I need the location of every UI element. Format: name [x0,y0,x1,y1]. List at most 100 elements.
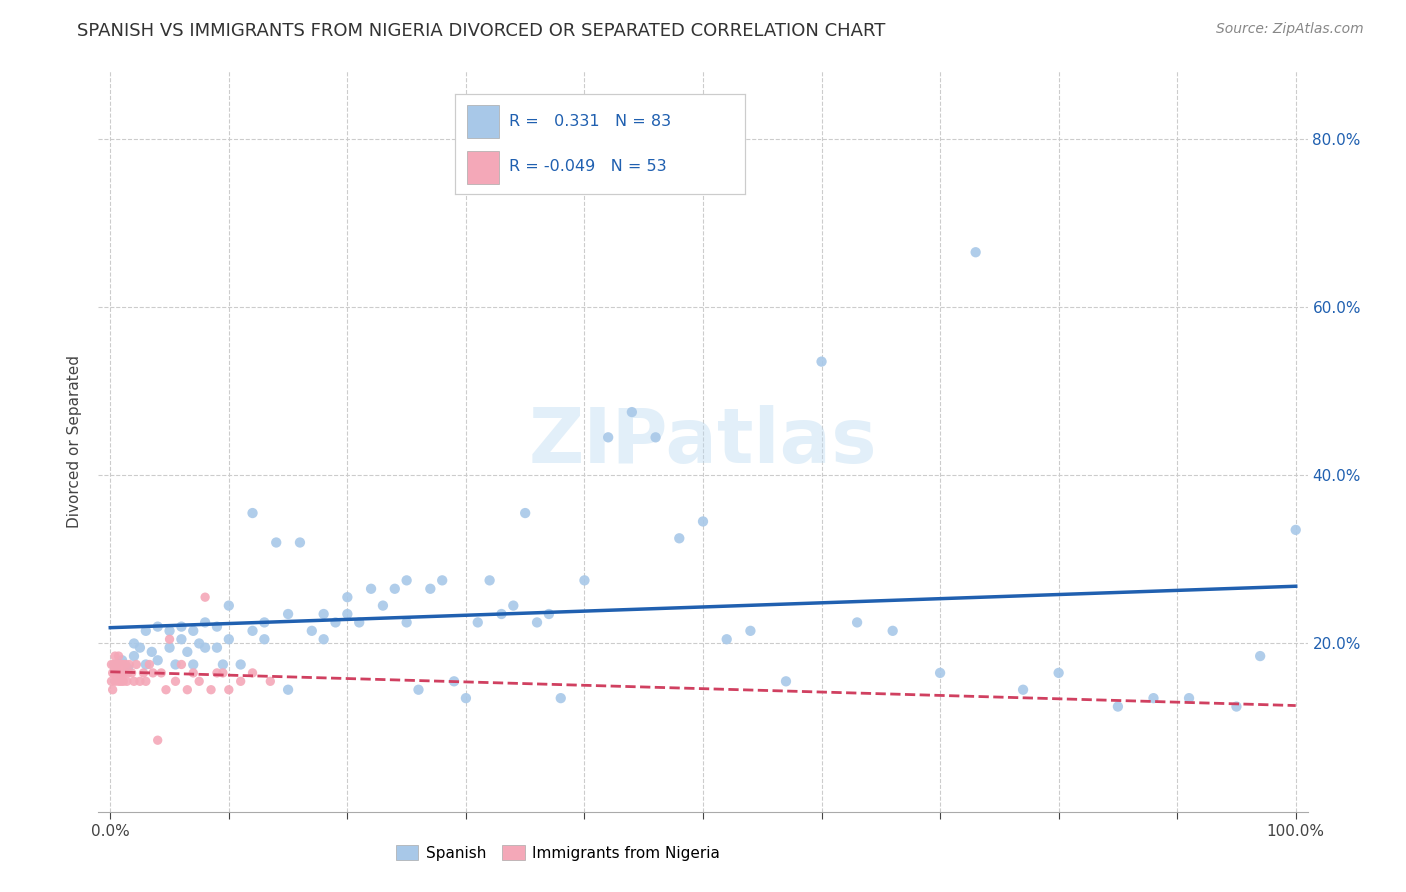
Point [371,599,394,613]
Point [1142,691,1164,706]
Point [336,590,359,604]
Point [212,657,235,672]
Point [301,624,323,638]
Point [155,682,177,697]
Point [101,682,124,697]
Point [110,674,132,689]
Point [105,657,128,672]
Point [312,607,335,621]
Point [1107,699,1129,714]
Point [146,733,169,747]
Point [115,674,138,689]
Point [264,535,287,549]
Point [111,653,134,667]
Point [1285,523,1308,537]
Point [188,636,211,650]
Point [242,665,264,680]
Point [443,674,465,689]
Point [205,640,228,655]
Point [1012,682,1035,697]
Point [105,657,128,672]
Point [467,615,489,630]
Point [132,665,155,680]
Point [253,615,276,630]
Point [122,649,145,664]
Point [882,624,904,638]
Point [454,691,477,706]
Point [135,624,157,638]
Point [125,657,148,672]
Y-axis label: Divorced or Separated: Divorced or Separated [67,355,83,528]
Point [194,640,217,655]
Point [515,506,537,520]
Point [138,657,160,672]
Text: Source: ZipAtlas.com: Source: ZipAtlas.com [1216,22,1364,37]
Point [107,674,129,689]
Point [110,657,132,672]
Point [118,657,141,672]
Point [360,582,382,596]
Point [1047,665,1070,680]
Point [159,640,181,655]
Point [846,615,869,630]
Point [100,674,122,689]
Point [502,599,524,613]
Point [114,665,136,680]
Point [105,665,128,680]
Legend: Spanish, Immigrants from Nigeria: Spanish, Immigrants from Nigeria [389,839,727,867]
Point [108,657,131,672]
Point [347,615,370,630]
Point [229,674,252,689]
Point [408,682,430,697]
Point [218,632,240,647]
Point [170,657,193,672]
Point [105,657,128,672]
Point [142,665,165,680]
Point [107,649,129,664]
Point [478,574,501,588]
Point [491,607,513,621]
Point [574,574,596,588]
Text: ZIPatlas: ZIPatlas [529,405,877,478]
Point [114,657,136,672]
Point [122,674,145,689]
Point [176,645,198,659]
Point [277,607,299,621]
Point [432,574,454,588]
Point [810,354,832,368]
Point [692,515,714,529]
Point [100,657,122,672]
Point [419,582,441,596]
Point [537,607,560,621]
Point [550,691,572,706]
Point [253,632,276,647]
Point [1225,699,1247,714]
Point [146,619,169,633]
Point [929,665,952,680]
Point [288,535,311,549]
Point [620,405,643,419]
Point [259,674,281,689]
Point [384,582,406,596]
Point [165,674,187,689]
Point [103,665,125,680]
Text: SPANISH VS IMMIGRANTS FROM NIGERIA DIVORCED OR SEPARATED CORRELATION CHART: SPANISH VS IMMIGRANTS FROM NIGERIA DIVOR… [77,22,886,40]
Point [129,640,152,655]
Point [181,624,204,638]
Point [325,615,347,630]
Point [740,624,762,638]
Point [101,665,124,680]
Point [229,657,252,672]
Point [117,662,139,676]
Point [112,674,135,689]
Point [188,674,211,689]
Point [212,665,235,680]
Point [135,657,157,672]
Point [146,653,169,667]
Point [141,645,163,659]
Point [775,674,797,689]
Point [644,430,666,444]
Point [165,657,187,672]
Point [135,674,157,689]
Point [181,665,204,680]
